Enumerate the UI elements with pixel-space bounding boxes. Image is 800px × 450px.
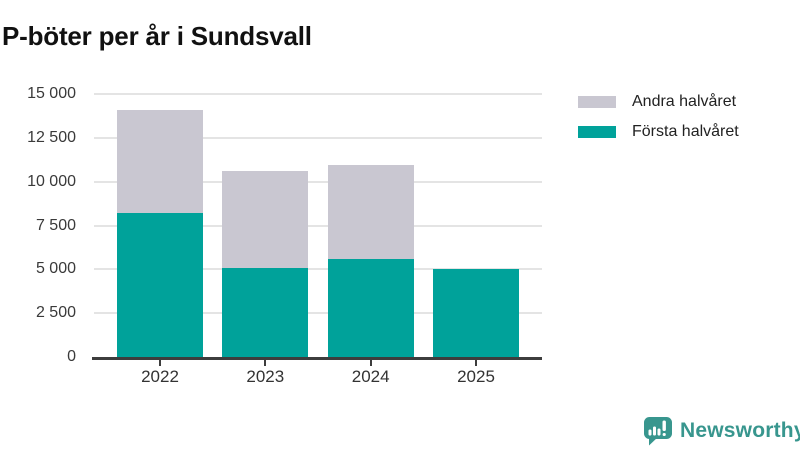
plot-area: [92, 93, 542, 357]
y-tick-label: 7 500: [35, 216, 76, 234]
bar-2023-first-half: [222, 267, 309, 357]
newsworthy-logo[interactable]: Newsworthy: [643, 416, 800, 446]
x-tick: [475, 360, 477, 366]
bar-2022-second-half: [117, 109, 203, 214]
gridline: [94, 268, 542, 271]
x-axis-line: [92, 357, 542, 360]
legend-label: Andra halvåret: [632, 93, 737, 110]
y-tick-label: 2 500: [35, 304, 76, 322]
page-title: P-böter per år i Sundsvall: [2, 21, 312, 52]
bar-2023-second-half: [222, 171, 309, 268]
legend-swatch-forsta-halvaret: [578, 126, 616, 138]
legend-item-andra-halvaret: Andra halvåret: [578, 87, 739, 117]
y-tick-label: 0: [67, 348, 76, 365]
legend-swatch-andra-halvaret: [578, 96, 616, 108]
x-tick-label: 2024: [351, 367, 390, 386]
bar-2024-second-half: [327, 165, 414, 259]
x-tick-label: 2025: [457, 367, 495, 386]
gridline: [94, 136, 542, 139]
bar-2024-first-half: [327, 258, 414, 357]
gridline: [94, 180, 542, 183]
y-tick-label: 5 000: [35, 260, 76, 278]
y-tick-label: 12 500: [27, 128, 76, 146]
newsworthy-icon: [644, 417, 672, 446]
x-tick-label: 2022: [141, 367, 179, 386]
legend-label: Första halvåret: [632, 123, 739, 140]
bar-2022-first-half: [117, 213, 203, 357]
y-tick-label: 10 000: [27, 172, 76, 190]
legend-item-forsta-halvaret: Första halvåret: [578, 117, 739, 147]
x-tick: [264, 360, 267, 366]
legend: Andra halvåret Första halvåret: [578, 87, 739, 147]
x-tick: [369, 360, 372, 366]
x-tick-label: 2023: [246, 367, 285, 386]
newsworthy-wordmark: Newsworthy: [680, 419, 800, 442]
y-tick-label: 15 000: [27, 85, 76, 102]
gridline: [94, 224, 542, 227]
x-tick: [159, 360, 161, 366]
bar-2025-first-half: [433, 269, 519, 357]
gridline: [94, 312, 542, 315]
gridline: [94, 93, 542, 95]
